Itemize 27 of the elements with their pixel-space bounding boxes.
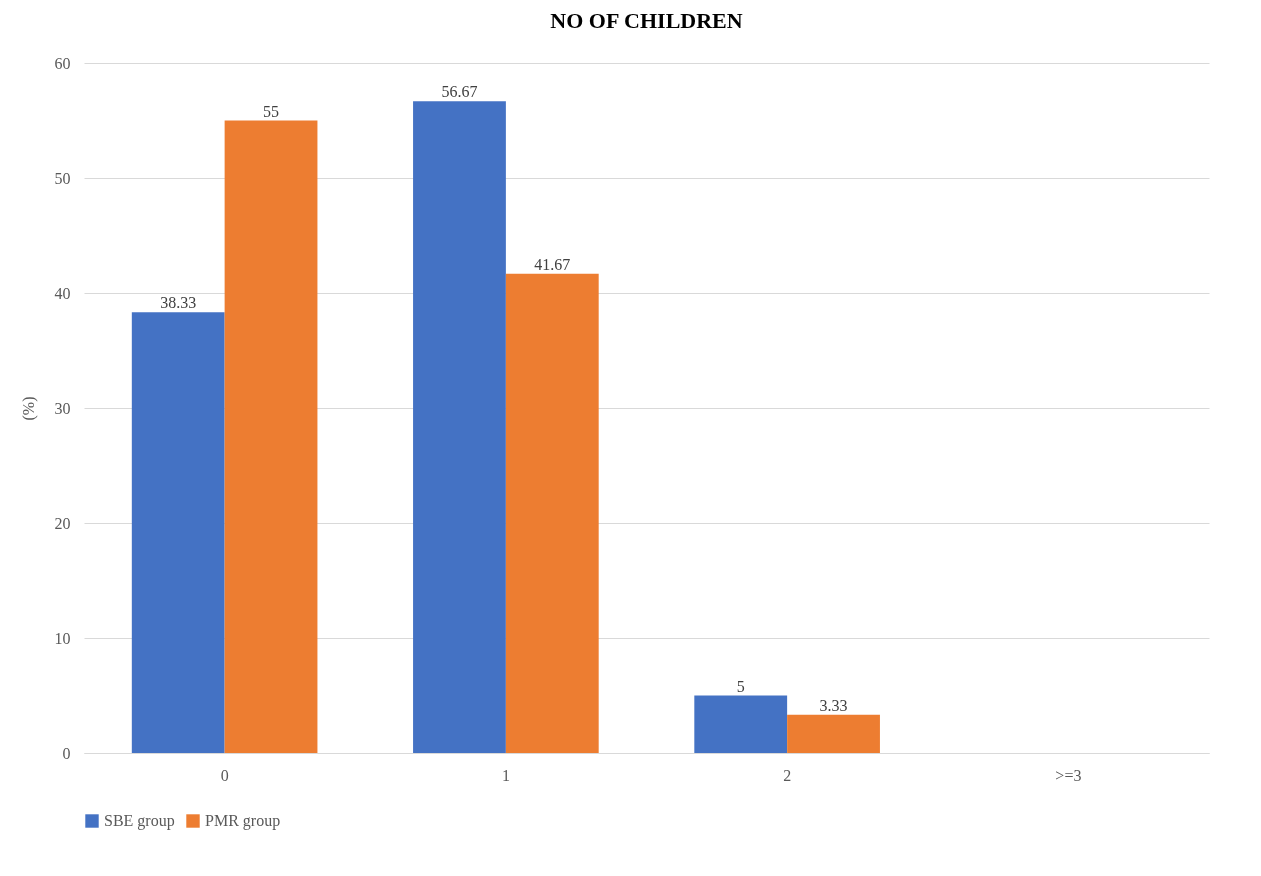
y-tick-label: 0: [62, 744, 71, 762]
data-label: 38.33: [160, 294, 197, 312]
legend-label: SBE group: [104, 812, 175, 830]
bar: [224, 120, 318, 753]
bar: [131, 312, 225, 753]
y-tick-label: 10: [54, 629, 71, 647]
x-tick-label: 0: [220, 766, 229, 784]
data-label: 55: [263, 102, 280, 120]
bar: [505, 273, 599, 753]
bar: [787, 714, 880, 753]
legend-label: PMR group: [205, 812, 281, 830]
data-label: 56.67: [441, 83, 478, 101]
bar: [413, 101, 506, 753]
data-label: 3.33: [819, 696, 848, 714]
y-axis-title: (%): [19, 396, 38, 421]
x-tick-label: 2: [783, 766, 792, 784]
y-tick-label: 50: [54, 169, 71, 187]
chart-title: NO OF CHILDREN: [550, 8, 743, 33]
y-tick-label: 30: [54, 399, 71, 417]
x-tick-label: >=3: [1055, 766, 1082, 784]
y-tick-label: 60: [54, 54, 71, 72]
bar: [694, 695, 788, 753]
y-tick-label: 20: [54, 514, 71, 532]
x-tick-label: 1: [501, 766, 510, 784]
y-tick-label: 40: [54, 284, 71, 302]
data-label: 5: [736, 677, 745, 695]
data-label: 41.67: [534, 255, 571, 273]
